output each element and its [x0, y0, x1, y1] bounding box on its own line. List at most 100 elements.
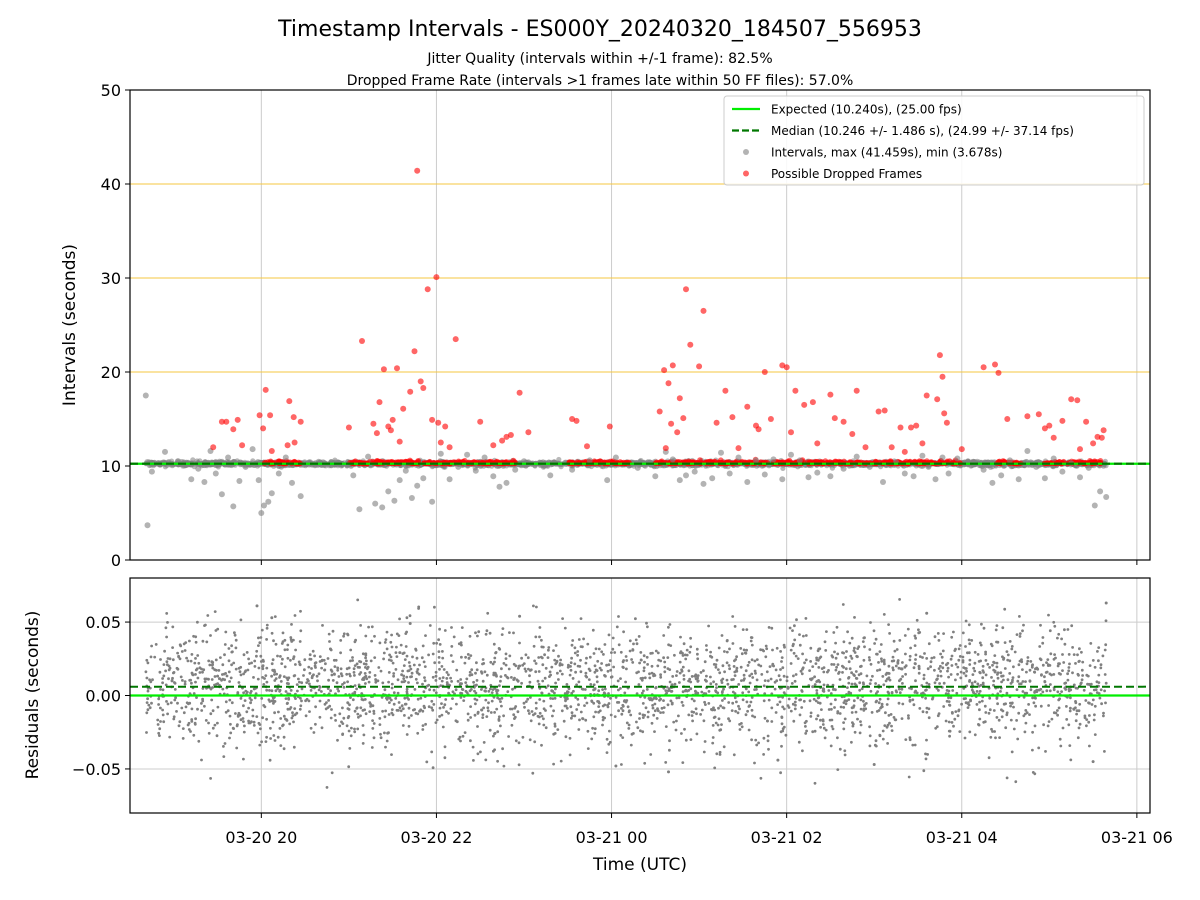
residual-point: [659, 711, 662, 714]
residual-point: [274, 689, 278, 693]
residual-point: [835, 625, 839, 629]
dropped-frame-point: [525, 429, 532, 436]
residual-point: [832, 631, 836, 634]
residual-point: [963, 736, 967, 740]
residual-point: [146, 689, 150, 693]
residual-point: [800, 689, 804, 692]
dropped-frame-point: [735, 445, 742, 452]
residual-point: [1086, 682, 1089, 686]
residual-point: [637, 635, 641, 638]
interval-outlier-point: [569, 466, 576, 473]
residual-point: [753, 669, 757, 673]
residual-point: [288, 722, 292, 726]
residual-point: [381, 681, 385, 685]
residual-point: [695, 732, 699, 736]
residual-point: [817, 666, 821, 669]
residual-point: [583, 688, 587, 691]
residual-point: [1017, 663, 1021, 667]
residual-point: [1047, 704, 1050, 707]
residual-point: [546, 684, 550, 688]
residual-point: [794, 696, 798, 700]
residual-point: [356, 665, 360, 669]
residual-point: [946, 666, 950, 670]
residual-point: [403, 714, 406, 717]
residual-point: [759, 664, 763, 668]
residual-point: [1071, 646, 1074, 649]
residual-point: [809, 646, 813, 650]
dropped-frame-point: [656, 408, 663, 415]
residual-point: [1025, 670, 1028, 674]
residual-point: [476, 752, 480, 756]
residual-point: [281, 657, 284, 661]
residual-cloud: [144, 598, 1108, 789]
residual-point: [207, 731, 211, 735]
residual-point: [730, 709, 734, 712]
residual-point: [746, 664, 750, 667]
residual-point: [949, 657, 953, 661]
residual-point: [349, 659, 352, 663]
dropped-frame-point: [389, 416, 396, 423]
residual-point: [921, 710, 925, 714]
residual-point: [161, 688, 165, 692]
residual-point: [1029, 688, 1033, 692]
residual-point: [371, 704, 375, 708]
residual-point: [569, 665, 572, 668]
residual-point: [774, 668, 778, 672]
residual-point: [552, 649, 555, 652]
dropped-frame-point: [831, 415, 838, 422]
residual-point: [1024, 709, 1028, 712]
residual-point: [838, 678, 842, 681]
residual-point: [538, 687, 542, 690]
residual-point: [690, 714, 694, 717]
residual-point: [847, 681, 851, 685]
residual-point: [603, 716, 606, 720]
dropped-frame-point: [939, 373, 946, 380]
residual-point: [216, 721, 219, 725]
residual-point: [277, 710, 280, 714]
residual-point: [774, 711, 778, 714]
residual-point: [995, 716, 999, 719]
residual-point: [293, 614, 297, 617]
residual-point: [639, 729, 642, 733]
residual-point: [971, 673, 975, 676]
residual-point: [409, 675, 412, 679]
interval-outlier-point: [796, 457, 803, 464]
residual-point: [145, 658, 149, 662]
residual-point: [800, 672, 804, 676]
residual-point: [901, 661, 904, 664]
residual-point: [416, 668, 420, 671]
dropped-frame-point: [1004, 416, 1011, 422]
residual-point: [696, 657, 700, 661]
residual-point: [432, 688, 436, 692]
residual-point: [591, 726, 594, 730]
residual-point: [294, 663, 297, 666]
residual-point: [744, 669, 748, 673]
residual-point: [421, 728, 425, 731]
residual-point: [820, 708, 823, 711]
residual-point: [762, 736, 766, 740]
residual-point: [433, 661, 437, 665]
residual-point: [753, 715, 757, 719]
residual-point: [286, 648, 289, 651]
residual-point: [876, 669, 879, 672]
residual-point: [302, 674, 305, 677]
residual-point: [499, 724, 502, 728]
residual-point: [146, 708, 150, 712]
interval-outlier-point: [925, 463, 932, 470]
residual-point: [996, 676, 1000, 680]
residual-point: [151, 678, 154, 682]
residual-point: [978, 708, 981, 712]
residual-point: [234, 646, 238, 650]
residual-point: [926, 667, 930, 671]
residual-point: [792, 674, 795, 678]
residual-point: [383, 731, 386, 735]
intervals-ytick-label: 0: [111, 551, 121, 570]
residual-point: [303, 658, 307, 662]
residual-point: [556, 671, 559, 675]
residual-point: [718, 750, 722, 754]
dropped-frame-point: [669, 362, 676, 369]
residual-point: [747, 705, 751, 708]
residual-point: [281, 631, 285, 635]
dropped-frame-point: [1046, 422, 1053, 429]
residual-point: [389, 640, 393, 644]
